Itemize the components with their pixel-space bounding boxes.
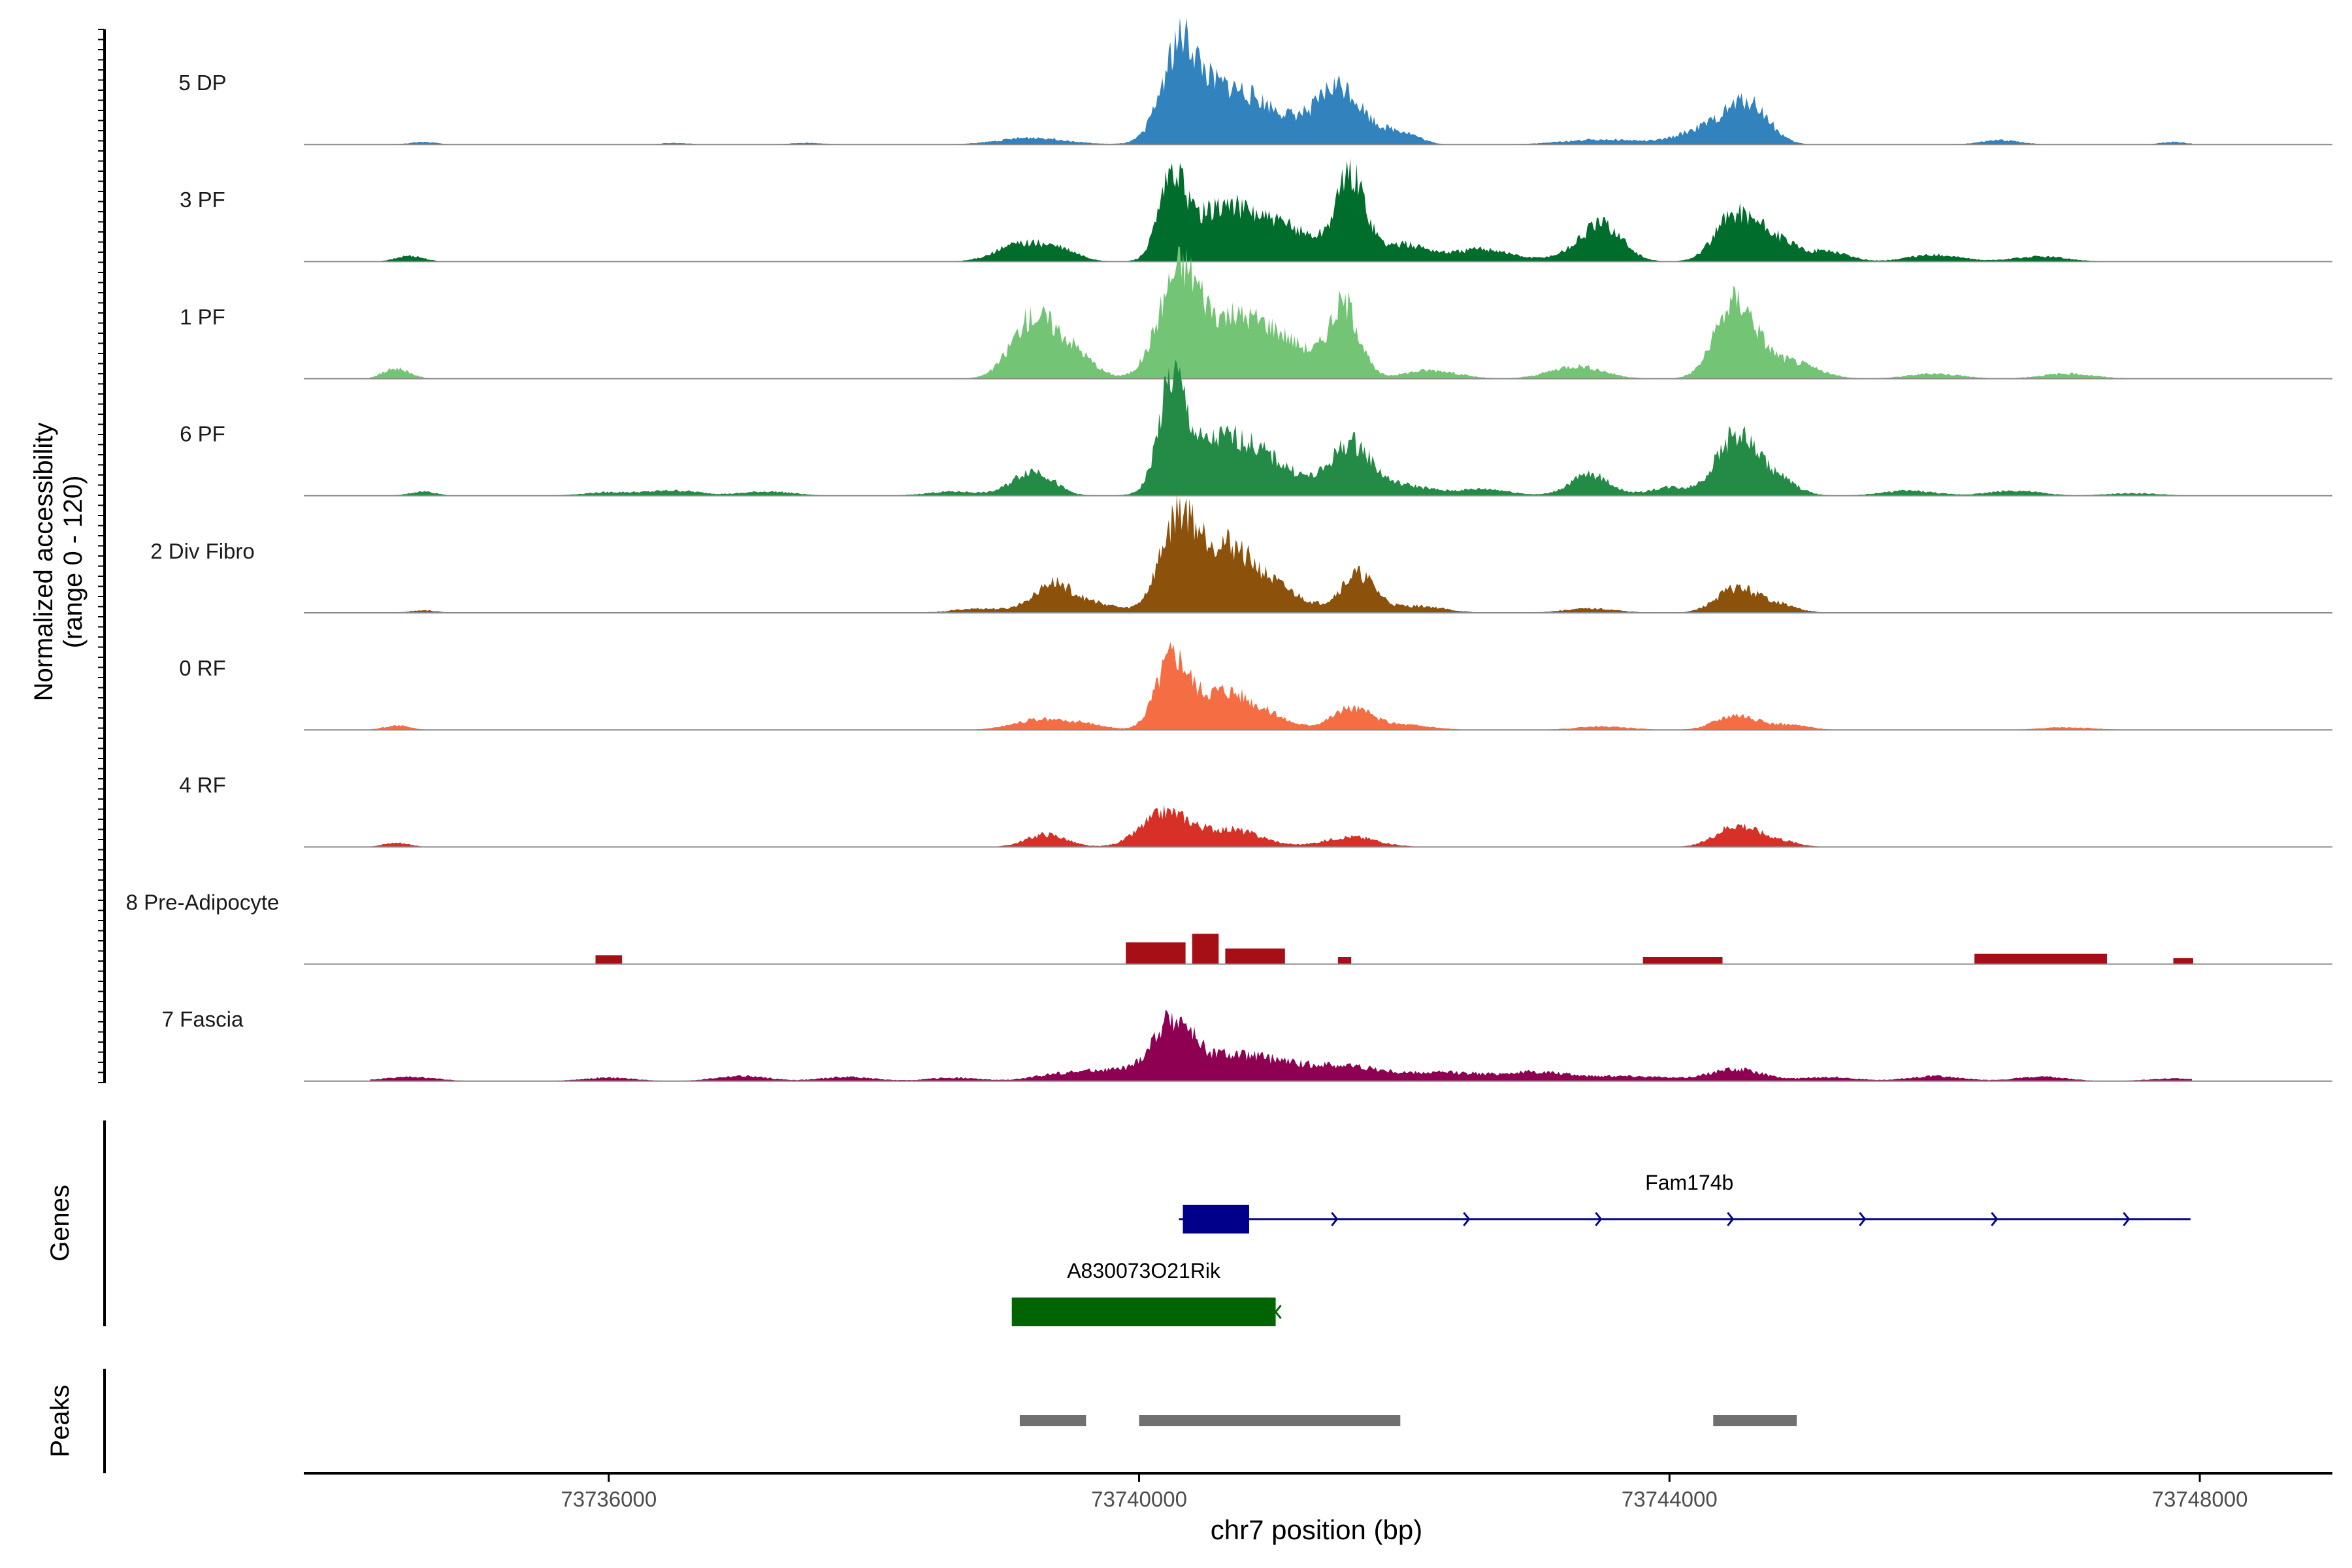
gene-exon bbox=[1011, 1298, 1276, 1326]
gene-Fam174b: Fam174b bbox=[1179, 1171, 2191, 1233]
track-label: 0 RF bbox=[179, 656, 226, 680]
x-tick-label: 73748000 bbox=[2152, 1487, 2248, 1511]
track-8: 7 Fascia bbox=[162, 1007, 2332, 1082]
track-3: 6 PF bbox=[180, 359, 2332, 497]
coverage-area-2 bbox=[370, 246, 2192, 379]
x-tick-label: 73736000 bbox=[561, 1487, 657, 1511]
track-0: 5 DP bbox=[178, 17, 2332, 146]
track-label: 4 RF bbox=[179, 773, 226, 797]
track-7: 8 Pre-Adipocyte bbox=[126, 890, 2332, 965]
y-axis-label-line-1: Normalized accessibility bbox=[29, 423, 58, 702]
track-6: 4 RF bbox=[179, 773, 2332, 848]
track-1: 3 PF bbox=[180, 157, 2332, 263]
strand-arrow bbox=[1274, 1305, 1282, 1319]
accessibility-axis: Normalized accessibility (range 0 - 120) bbox=[29, 29, 106, 1083]
coverage-area-6 bbox=[370, 804, 2192, 847]
x-axis: 73736000 73740000 73744000 73748000 chr7 pos… bbox=[304, 1472, 2332, 1545]
peaks-label: Peaks bbox=[46, 1384, 74, 1457]
gene-label: Fam174b bbox=[1645, 1171, 1733, 1194]
track-label: 6 PF bbox=[180, 422, 225, 446]
coverage-area-3 bbox=[370, 359, 2192, 496]
track-label: 8 Pre-Adipocyte bbox=[126, 890, 280, 914]
track-label: 5 DP bbox=[178, 71, 226, 95]
coverage-area-7 bbox=[595, 934, 2193, 964]
gene-A830073O21Rik: A830073O21Rik bbox=[1011, 1259, 1282, 1326]
gene-exon bbox=[1183, 1205, 1249, 1233]
coverage-area-1 bbox=[370, 157, 2192, 262]
strand-arrow bbox=[1991, 1212, 1999, 1226]
y-axis-label-line-2: (range 0 - 120) bbox=[59, 476, 88, 649]
track-label: 2 Div Fibro bbox=[150, 539, 255, 563]
track-5: 0 RF bbox=[179, 642, 2332, 731]
x-tick-label: 73740000 bbox=[1091, 1487, 1187, 1511]
x-tick-label: 73744000 bbox=[1622, 1487, 1718, 1511]
strand-arrow bbox=[1727, 1212, 1735, 1226]
strand-arrow bbox=[1595, 1212, 1603, 1226]
genes-label: Genes bbox=[46, 1184, 74, 1262]
x-axis-label: chr7 position (bp) bbox=[1211, 1514, 1423, 1545]
gene-label: A830073O21Rik bbox=[1067, 1259, 1221, 1282]
strand-arrow bbox=[2123, 1212, 2131, 1226]
strand-arrow bbox=[1859, 1212, 1867, 1226]
gene-annotation-track: Genes Fam174b A830073O21Rik bbox=[46, 1120, 2191, 1326]
strand-arrow bbox=[1331, 1212, 1339, 1226]
strand-arrow bbox=[1199, 1212, 1207, 1226]
coverage-tracks: 5 DP 3 PF 1 PF 6 PF 2 Div Fibro 0 RF 4 RF 8 Pre… bbox=[126, 17, 2332, 1082]
peak-region bbox=[1139, 1415, 1401, 1426]
peak-region bbox=[1019, 1415, 1086, 1426]
coverage-area-8 bbox=[370, 1009, 2192, 1081]
track-2: 1 PF bbox=[180, 246, 2332, 380]
coverage-area-0 bbox=[370, 17, 2192, 145]
peak-regions-track: Peaks bbox=[46, 1369, 1797, 1473]
coverage-area-4 bbox=[370, 493, 2192, 613]
track-label: 7 Fascia bbox=[162, 1007, 244, 1032]
track-label: 3 PF bbox=[180, 188, 225, 212]
track-4: 2 Div Fibro bbox=[150, 493, 2332, 613]
track-label: 1 PF bbox=[180, 304, 225, 329]
peak-region bbox=[1713, 1415, 1797, 1426]
strand-arrow bbox=[1463, 1212, 1471, 1226]
